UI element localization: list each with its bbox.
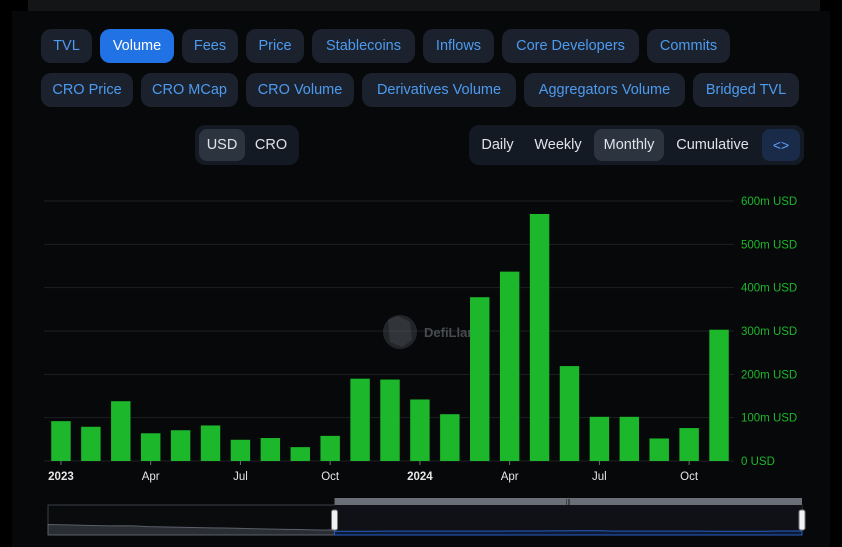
y-tick-label: 400m USD (741, 283, 797, 295)
denomination-toggle: USD CRO (195, 125, 299, 165)
y-tick-label: 600m USD (741, 196, 797, 208)
period-cumulative-button[interactable]: Cumulative (676, 137, 749, 153)
tab-aggregators-volume[interactable]: Aggregators Volume (524, 73, 685, 107)
volume-bar[interactable] (709, 329, 729, 461)
period-monthly-button[interactable]: Monthly (594, 129, 664, 161)
tab-cro-mcap[interactable]: CRO MCap (141, 73, 238, 107)
x-tick-label: Jul (233, 471, 248, 483)
x-tick-label: 2024 (407, 471, 433, 483)
volume-bar[interactable] (440, 414, 460, 461)
volume-bar[interactable] (111, 401, 131, 461)
x-tick-label: 2023 (48, 471, 74, 483)
volume-bar[interactable] (140, 433, 161, 461)
volume-bar[interactable] (81, 426, 101, 461)
volume-bar[interactable] (559, 366, 580, 461)
y-tick-label: 100m USD (741, 413, 797, 425)
tab-inflows[interactable]: Inflows (423, 29, 494, 63)
x-axis-labels: 2023 Apr Jul Oct 2024 Apr Jul Oct (48, 461, 699, 483)
period-daily-button[interactable]: Daily (481, 137, 514, 153)
volume-bar[interactable] (529, 214, 550, 461)
zoom-preview-area-selected (334, 530, 803, 536)
volume-bar[interactable] (260, 438, 281, 461)
volume-bar[interactable] (350, 378, 370, 461)
tab-tvl[interactable]: TVL (41, 29, 92, 63)
tab-derivatives-volume[interactable]: Derivatives Volume (362, 73, 516, 107)
volume-bar[interactable] (649, 438, 669, 461)
top-header-strip (28, 0, 820, 11)
volume-bar[interactable] (499, 271, 520, 461)
volume-bar[interactable] (589, 416, 610, 461)
tab-volume[interactable]: Volume (100, 29, 174, 63)
y-tick-label: 0 USD (741, 456, 775, 468)
volume-bar[interactable] (170, 430, 191, 461)
x-tick-label: Jul (592, 471, 607, 483)
y-tick-label: 500m USD (741, 239, 797, 251)
tab-bridged-tvl[interactable]: Bridged TVL (693, 73, 799, 107)
volume-bar[interactable] (51, 421, 71, 461)
volume-bar[interactable] (410, 399, 430, 461)
zoom-slider[interactable]: ||| (47, 498, 806, 536)
tab-fees[interactable]: Fees (182, 29, 238, 63)
volume-bar[interactable] (230, 439, 251, 461)
x-tick-label: Apr (501, 471, 519, 483)
y-tick-label: 200m USD (741, 369, 797, 381)
x-tick-label: Oct (680, 471, 699, 483)
volume-bar[interactable] (290, 447, 310, 461)
period-weekly-button[interactable]: Weekly (534, 137, 582, 153)
zoom-handle-right[interactable] (798, 509, 806, 531)
volume-bar[interactable] (380, 379, 400, 461)
y-tick-label: 300m USD (741, 326, 797, 338)
tab-cro-volume[interactable]: CRO Volume (246, 73, 354, 107)
zoom-handle-left[interactable] (331, 509, 339, 531)
x-tick-label: Oct (321, 471, 340, 483)
volume-bar[interactable] (679, 428, 699, 461)
volume-bar[interactable] (619, 416, 640, 461)
tab-price[interactable]: Price (246, 29, 304, 63)
volume-bar[interactable] (470, 297, 490, 461)
chart-bars (51, 214, 729, 461)
y-axis-labels: 0 USD 100m USD 200m USD 300m USD 400m USD 500… (741, 196, 797, 468)
period-toggle: Daily Weekly Monthly Cumulative <> (469, 125, 804, 165)
x-tick-label: Apr (142, 471, 160, 483)
zoom-selected-range[interactable] (334, 505, 802, 535)
watermark-llama-icon (388, 316, 412, 347)
tab-cro-price[interactable]: CRO Price (41, 73, 133, 107)
embed-code-button[interactable]: <> (762, 129, 800, 161)
drag-grip-icon: ||| (566, 500, 571, 506)
tab-core-developers[interactable]: Core Developers (502, 29, 639, 63)
volume-bar[interactable] (200, 425, 221, 461)
denomination-cro-button[interactable]: CRO (254, 137, 288, 153)
denomination-usd-button[interactable]: USD (199, 129, 245, 161)
zoom-preview-area-unselected (47, 524, 336, 536)
zoom-range-drag-bar[interactable] (334, 498, 802, 505)
tab-commits[interactable]: Commits (647, 29, 730, 63)
tab-stablecoins[interactable]: Stablecoins (312, 29, 415, 63)
volume-bar[interactable] (320, 435, 340, 461)
